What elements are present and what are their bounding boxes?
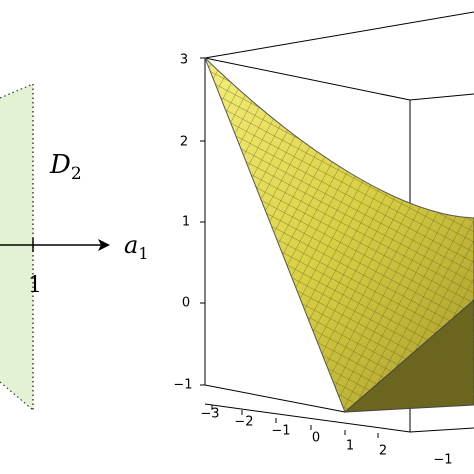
z-tick-label: 2 <box>180 135 188 150</box>
region-label: D2 <box>49 150 82 184</box>
x-tick-label: −3 <box>200 407 219 422</box>
x-tick-label: −2 <box>234 415 253 430</box>
region-name: D <box>49 150 71 180</box>
x-tick-label: 2 <box>379 444 387 459</box>
tick-labels: 3 2 1 0 −1 −3 −2 −1 0 1 2 −1 <box>173 53 452 468</box>
z-tick-label: 3 <box>180 53 188 68</box>
x-tick-label: 0 <box>312 431 320 446</box>
region-subscript: 2 <box>71 164 82 184</box>
z-tick-label: 0 <box>182 296 190 311</box>
z-tick-label: 1 <box>182 215 190 230</box>
region <box>0 84 33 410</box>
axis-label: a1 <box>124 231 149 263</box>
left-panel: 1 D2 a1 <box>0 83 149 411</box>
x-ticks <box>211 405 379 438</box>
axis-name: a <box>124 231 138 259</box>
x-tick-label: 1 <box>346 439 354 454</box>
tick-label: 1 <box>28 273 42 298</box>
surface-plot <box>200 11 474 438</box>
surface-shade-mesh <box>345 300 474 412</box>
y-tick-label: −1 <box>433 453 452 468</box>
z-ticks <box>200 57 205 386</box>
surface-mesh <box>205 58 474 412</box>
boundary <box>0 83 34 99</box>
axis-subscript: 1 <box>138 244 148 263</box>
x-tick-label: −1 <box>271 424 290 439</box>
z-tick-label: −1 <box>173 378 192 393</box>
boundary <box>0 381 34 411</box>
arrow-head <box>98 239 110 251</box>
